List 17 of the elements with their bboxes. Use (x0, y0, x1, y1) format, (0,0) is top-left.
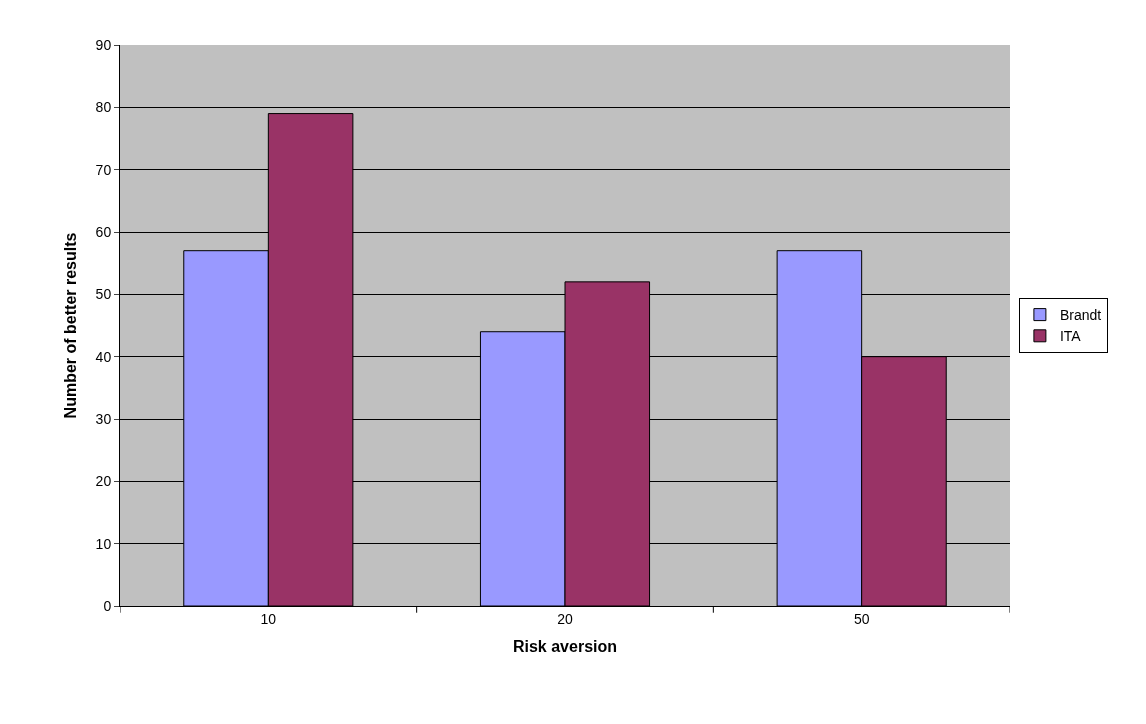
legend-label: Brandt (1059, 307, 1102, 324)
x-tick-label: 50 (853, 610, 870, 627)
y-tick-label: 30 (95, 410, 112, 427)
y-tick-label: 10 (95, 535, 112, 552)
y-axis-title: Number of better results (61, 232, 79, 419)
y-tick-label: 0 (103, 597, 112, 614)
x-axis-title: Risk aversion (512, 638, 618, 656)
y-tick-label: 90 (95, 36, 112, 53)
y-tick-label: 40 (95, 348, 112, 365)
y-tick-label: 70 (95, 161, 112, 178)
x-tick-label: 10 (260, 610, 277, 627)
y-tick-label: 60 (95, 223, 112, 240)
legend-label: ITA (1059, 328, 1082, 345)
y-tick-label: 80 (95, 99, 112, 116)
y-tick-label: 20 (95, 473, 112, 490)
y-tick-label: 50 (95, 286, 112, 303)
x-tick-label: 20 (557, 610, 573, 627)
